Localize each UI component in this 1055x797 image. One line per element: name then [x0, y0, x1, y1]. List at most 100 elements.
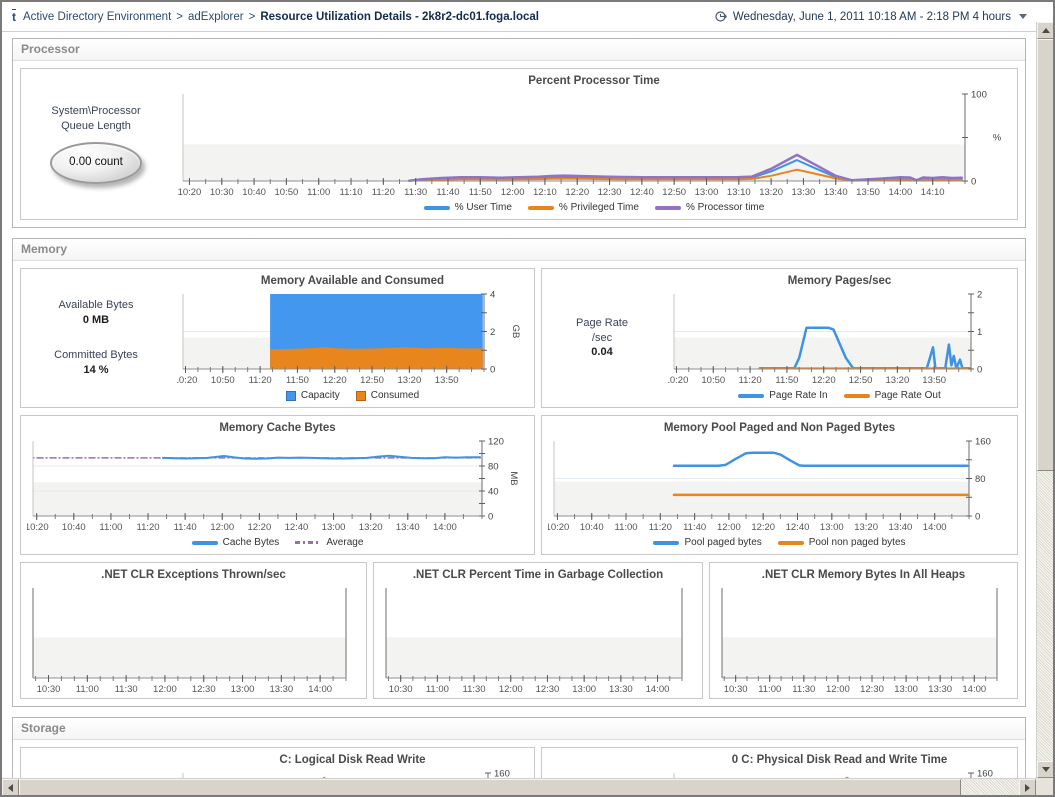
svg-text:11:20: 11:20: [372, 187, 395, 198]
svg-text:10:40: 10:40: [62, 522, 86, 533]
svg-text:80: 80: [975, 474, 986, 485]
horizontal-scrollbar-thumb[interactable]: [19, 779, 961, 795]
chart-legend: Page Rate In Page Rate Out: [668, 387, 1011, 405]
legend-swatch: [653, 540, 680, 545]
svg-text:12:00: 12:00: [826, 684, 850, 695]
svg-text:11:00: 11:00: [426, 684, 449, 695]
memory-cache-chart: 10:20 10:40 11:00 11:20 11:40 12:00 12:20 12:40…: [25, 437, 528, 534]
legend-label: Consumed: [370, 390, 420, 401]
chart-canvas: 10:30 11:00 11:30 12:00 12:30 13:00 13:30 14:00: [385, 588, 683, 695]
top-bar: t Active Directory Environment > adExplo…: [2, 2, 1053, 32]
timeframe-clock-icon: [715, 11, 727, 22]
svg-text:13:30: 13:30: [269, 684, 293, 695]
svg-text:12:20: 12:20: [323, 375, 347, 386]
timeframe-dropdown-icon[interactable]: [1019, 14, 1027, 19]
svg-text:1: 1: [977, 327, 982, 338]
legend-swatch: [295, 541, 322, 544]
svg-text:10:50: 10:50: [701, 375, 725, 386]
legend-item: Pool paged bytes: [653, 537, 762, 548]
legend-swatch: [654, 205, 681, 210]
svg-text:11:20: 11:20: [739, 375, 762, 386]
horizontal-scrollbar[interactable]: [2, 778, 1036, 795]
legend-label: Average: [326, 537, 364, 548]
svg-text:GB: GB: [510, 325, 521, 339]
svg-text:120: 120: [488, 437, 504, 448]
scroll-down-button[interactable]: [1037, 761, 1053, 778]
svg-text:13:50: 13:50: [435, 375, 459, 386]
chart-title: .NET CLR Exceptions Thrown/sec: [101, 569, 286, 581]
scroll-left-button[interactable]: [2, 779, 19, 795]
svg-text:12:40: 12:40: [285, 522, 309, 533]
svg-text:12:00: 12:00: [153, 684, 177, 695]
svg-text:11:50: 11:50: [286, 375, 309, 386]
svg-text:12:30: 12:30: [192, 684, 216, 695]
svg-text:11:20: 11:20: [649, 522, 672, 533]
svg-text:40: 40: [488, 487, 499, 498]
scroll-down-icon: [1041, 767, 1050, 772]
svg-text:12:30: 12:30: [536, 684, 560, 695]
svg-text:12:10: 12:10: [533, 187, 557, 198]
svg-text:12:30: 12:30: [598, 187, 622, 198]
legend-item: Capacity: [285, 390, 340, 401]
svg-text:10:30: 10:30: [389, 684, 413, 695]
legend-item: Pool non paged bytes: [777, 537, 906, 548]
drill-up-icon[interactable]: t: [12, 9, 16, 24]
svg-text:12:20: 12:20: [247, 522, 271, 533]
svg-text:13:00: 13:00: [820, 522, 844, 533]
memory-section: Memory Available Bytes 0 MB Committed By…: [12, 238, 1026, 707]
svg-text:13:00: 13:00: [894, 684, 918, 695]
scroll-up-button[interactable]: [1037, 22, 1053, 39]
svg-text:11:30: 11:30: [115, 684, 138, 695]
queue-length-metric: System\Processor Queue Length 0.00 count: [21, 69, 171, 219]
legend-swatch: [527, 205, 554, 210]
breadcrumb-separator: >: [176, 10, 183, 23]
chart-title: .NET CLR Memory Bytes In All Heaps: [761, 569, 966, 581]
svg-text:14:00: 14:00: [433, 522, 457, 533]
storage-section-header: Storage: [13, 718, 1025, 740]
svg-text:10:20: 10:20: [177, 375, 197, 386]
legend-item: Consumed: [355, 390, 420, 401]
svg-text:13:30: 13:30: [609, 684, 633, 695]
legend-item: % User Time: [423, 202, 512, 213]
dashboard-scroll-area: Processor System\Processor Queue Length …: [2, 32, 1036, 778]
svg-text:14:00: 14:00: [962, 684, 986, 695]
svg-text:11:00: 11:00: [614, 522, 637, 533]
queue-length-value: 0.00 count: [69, 156, 123, 169]
committed-bytes-label: Committed Bytes: [54, 349, 138, 361]
timeframe-selector[interactable]: Wednesday, June 1, 2011 10:18 AM - 2:18 …: [715, 10, 1027, 23]
breadcrumb-link-ad-environment[interactable]: Active Directory Environment: [23, 10, 172, 23]
svg-text:11:10: 11:10: [339, 187, 362, 198]
svg-text:13:20: 13:20: [397, 375, 421, 386]
page-rate-metric: Page Rate /sec 0.04: [542, 269, 662, 407]
vertical-scrollbar-thumb[interactable]: [1037, 39, 1053, 471]
svg-text:11:40: 11:40: [174, 522, 197, 533]
chart-legend: % User Time % Privileged Time % Processor …: [177, 199, 1011, 217]
vertical-scrollbar[interactable]: [1036, 22, 1053, 778]
svg-text:MB: MB: [508, 471, 519, 485]
breadcrumb-link-adexplorer[interactable]: adExplorer: [188, 10, 244, 23]
legend-swatch: [843, 393, 870, 398]
legend-item: % Processor time: [654, 202, 764, 213]
breadcrumb-separator: >: [248, 10, 256, 23]
chart-canvas: 10:2010:5011:2011:5012:2012:5013:2013:50…: [673, 769, 993, 778]
memory-metrics: Available Bytes 0 MB Committed Bytes 14 …: [21, 269, 171, 407]
chart-canvas: 10:2010:5011:2011:5012:2012:5013:2013:50…: [174, 290, 521, 387]
svg-text:10:40: 10:40: [242, 187, 266, 198]
svg-text:11:50: 11:50: [775, 375, 798, 386]
scroll-right-button[interactable]: [1019, 779, 1036, 795]
svg-text:0: 0: [977, 365, 982, 376]
scrollbar-corner: [1036, 778, 1053, 795]
legend-label: % Privileged Time: [558, 202, 639, 213]
logical-disk-chart: 10:2010:5011:2011:5012:2012:5013:2013:50…: [177, 769, 528, 778]
chart-canvas: 10:2010:5011:2011:5012:2012:5013:2013:50…: [182, 769, 510, 778]
svg-text:11:00: 11:00: [758, 684, 781, 695]
svg-text:12:40: 12:40: [630, 187, 654, 198]
svg-text:12:50: 12:50: [849, 375, 873, 386]
chart-canvas: 10:30 11:00 11:30 12:00 12:30 13:00 13:30 14:00: [721, 588, 998, 695]
logical-disk-panel: Avg. Disk Read C: Logical Disk Read Writ…: [20, 747, 535, 778]
net-gc-chart: 10:30 11:00 11:30 12:00 12:30 13:00 13:30 14:00: [380, 584, 696, 696]
svg-text:10:30: 10:30: [210, 187, 234, 198]
svg-text:12:00: 12:00: [499, 684, 523, 695]
chart-legend: Capacity Consumed: [177, 387, 528, 405]
svg-text:13:50: 13:50: [856, 187, 880, 198]
